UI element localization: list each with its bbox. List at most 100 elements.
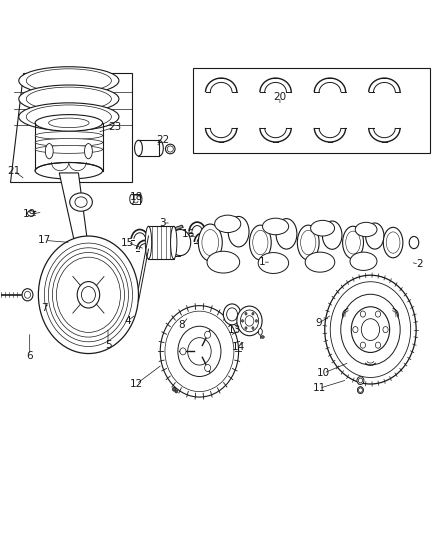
Ellipse shape: [250, 225, 271, 260]
Ellipse shape: [305, 252, 335, 272]
Ellipse shape: [67, 265, 71, 271]
Ellipse shape: [361, 319, 380, 341]
Ellipse shape: [346, 231, 360, 254]
Ellipse shape: [170, 230, 191, 256]
Ellipse shape: [341, 294, 400, 365]
Ellipse shape: [311, 220, 335, 236]
Ellipse shape: [205, 332, 211, 338]
Ellipse shape: [207, 251, 240, 273]
Ellipse shape: [253, 230, 268, 255]
Ellipse shape: [375, 311, 381, 317]
Ellipse shape: [130, 194, 134, 204]
Polygon shape: [59, 173, 88, 242]
Ellipse shape: [258, 328, 262, 335]
Ellipse shape: [53, 253, 124, 337]
Bar: [138, 140, 159, 156]
Ellipse shape: [165, 311, 234, 392]
Ellipse shape: [145, 226, 152, 259]
Text: 7: 7: [42, 303, 48, 313]
Ellipse shape: [170, 226, 177, 259]
Ellipse shape: [375, 342, 381, 348]
Ellipse shape: [44, 243, 132, 346]
Ellipse shape: [198, 224, 222, 261]
Text: 19: 19: [23, 209, 36, 219]
Ellipse shape: [22, 289, 33, 301]
Ellipse shape: [178, 326, 221, 376]
Ellipse shape: [228, 216, 249, 247]
Text: 13: 13: [228, 325, 241, 335]
Polygon shape: [166, 225, 184, 233]
Text: 15: 15: [121, 238, 134, 247]
Ellipse shape: [77, 281, 100, 308]
Bar: [156, 230, 180, 256]
Text: 8: 8: [179, 320, 185, 330]
Ellipse shape: [57, 257, 120, 333]
Ellipse shape: [35, 146, 102, 154]
Ellipse shape: [357, 386, 364, 393]
Ellipse shape: [202, 230, 219, 255]
Ellipse shape: [350, 252, 377, 270]
Ellipse shape: [187, 338, 211, 365]
Ellipse shape: [300, 230, 316, 255]
Text: 14: 14: [232, 342, 245, 352]
Ellipse shape: [409, 237, 419, 249]
Ellipse shape: [360, 342, 366, 348]
Ellipse shape: [383, 327, 388, 333]
Ellipse shape: [215, 215, 241, 232]
Ellipse shape: [167, 146, 173, 152]
Ellipse shape: [262, 218, 289, 235]
Ellipse shape: [134, 140, 142, 156]
Ellipse shape: [325, 275, 416, 384]
Ellipse shape: [46, 143, 53, 159]
Ellipse shape: [35, 115, 102, 131]
Bar: [193, 68, 430, 154]
Text: 4: 4: [124, 316, 131, 326]
Ellipse shape: [75, 197, 87, 207]
Ellipse shape: [166, 144, 175, 154]
Ellipse shape: [28, 211, 35, 216]
Ellipse shape: [68, 248, 94, 270]
Ellipse shape: [245, 316, 254, 326]
Ellipse shape: [19, 67, 119, 94]
Ellipse shape: [330, 282, 411, 377]
Ellipse shape: [255, 320, 258, 322]
Ellipse shape: [156, 230, 177, 256]
Ellipse shape: [61, 243, 101, 275]
Text: 10: 10: [317, 368, 330, 378]
Text: 21: 21: [7, 166, 20, 176]
Ellipse shape: [386, 232, 400, 253]
Ellipse shape: [358, 378, 363, 383]
Text: 22: 22: [156, 135, 169, 146]
Ellipse shape: [241, 320, 244, 322]
Ellipse shape: [226, 308, 237, 321]
Ellipse shape: [351, 307, 390, 352]
Text: 20: 20: [273, 92, 286, 102]
Ellipse shape: [26, 87, 111, 111]
Text: 18: 18: [130, 192, 143, 202]
Ellipse shape: [25, 292, 31, 298]
Ellipse shape: [223, 304, 241, 325]
Ellipse shape: [173, 387, 176, 391]
Text: 1: 1: [259, 257, 266, 267]
Ellipse shape: [35, 163, 102, 179]
Text: 3: 3: [159, 218, 166, 228]
Ellipse shape: [81, 287, 95, 303]
Ellipse shape: [240, 310, 258, 332]
Ellipse shape: [19, 85, 119, 113]
Ellipse shape: [180, 348, 186, 355]
Ellipse shape: [19, 103, 119, 131]
Ellipse shape: [252, 327, 254, 329]
Ellipse shape: [205, 365, 211, 372]
Text: 5: 5: [105, 340, 111, 350]
Bar: [132, 194, 140, 204]
Ellipse shape: [252, 312, 254, 315]
Ellipse shape: [35, 132, 102, 140]
Ellipse shape: [70, 193, 92, 211]
Polygon shape: [10, 73, 132, 182]
Ellipse shape: [366, 223, 384, 249]
Bar: [148, 226, 174, 259]
Text: 2: 2: [416, 260, 423, 269]
Ellipse shape: [85, 143, 92, 159]
Ellipse shape: [91, 265, 95, 271]
Text: 16: 16: [182, 229, 195, 239]
